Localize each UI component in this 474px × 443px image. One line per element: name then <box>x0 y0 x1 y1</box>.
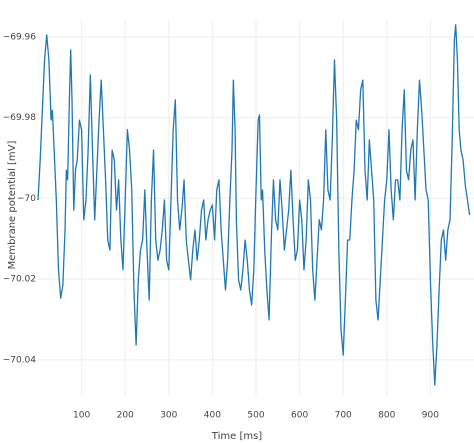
y-tick-label: −70.02 <box>3 275 36 285</box>
x-tick-label: 100 <box>73 411 90 421</box>
y-axis-title: Membrane potential [mV] <box>7 140 18 269</box>
x-tick-label: 600 <box>291 411 308 421</box>
x-tick-label: 800 <box>378 411 395 421</box>
x-tick-label: 400 <box>204 411 221 421</box>
x-tick-label: 500 <box>247 411 264 421</box>
y-tick-label: −70 <box>17 194 36 204</box>
y-tick-label: −69.98 <box>3 113 37 123</box>
x-tick-label: 700 <box>335 411 352 421</box>
x-axis-title: Time [ms] <box>211 431 263 442</box>
y-tick-label: −70.04 <box>3 355 37 365</box>
data-line <box>37 24 471 386</box>
x-tick-label: 300 <box>160 411 177 421</box>
y-tick-label: −69.96 <box>3 32 37 42</box>
x-tick-label: 200 <box>117 411 134 421</box>
x-tick-label: 900 <box>422 411 439 421</box>
